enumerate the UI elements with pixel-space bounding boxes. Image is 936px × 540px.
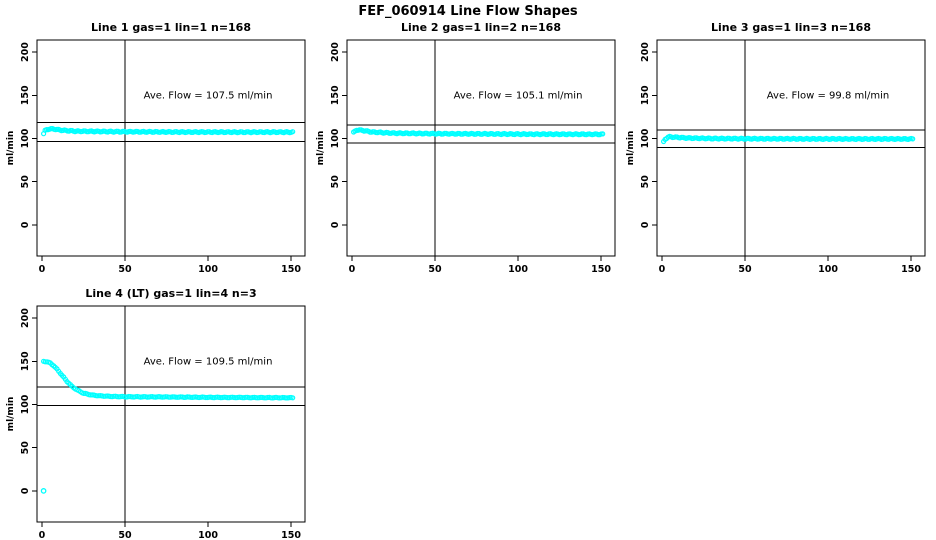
- panel-title: Line 4 (LT) gas=1 lin=4 n=3: [85, 287, 256, 300]
- plot-box: [656, 39, 926, 257]
- y-axis-label: ml/min: [316, 131, 326, 166]
- y-tick-label: 50: [20, 441, 31, 455]
- x-tick-label: 150: [901, 264, 921, 275]
- y-tick-label: 0: [640, 221, 651, 228]
- flow-data-points: [660, 133, 916, 145]
- plot-box: [36, 39, 306, 257]
- y-tick-label: 100: [20, 394, 31, 414]
- panel-title: Line 1 gas=1 lin=1 n=168: [91, 21, 251, 34]
- y-tick-label: 200: [20, 42, 31, 62]
- y-tick-label: 200: [330, 42, 341, 62]
- y-tick-label: 0: [330, 221, 341, 228]
- x-tick-label: 150: [591, 264, 611, 275]
- y-tick-label: 200: [640, 42, 651, 62]
- panel-line1-chart: Line 1 gas=1 lin=1 n=168 Ave. Flow = 107.…: [6, 21, 306, 275]
- flow-data-points: [350, 127, 606, 138]
- plot-box: [36, 305, 306, 523]
- x-tick-label: 0: [39, 264, 46, 275]
- x-tick-label: 100: [198, 530, 218, 540]
- panel-title: Line 3 gas=1 lin=3 n=168: [711, 21, 871, 34]
- figure-title: FEF_060914 Line Flow Shapes: [358, 4, 578, 19]
- y-tick-label: 150: [330, 85, 341, 105]
- panel-line2-chart: Line 2 gas=1 lin=2 n=168 Ave. Flow = 105.…: [316, 21, 616, 275]
- plot-box: [346, 39, 616, 257]
- y-tick-label: 150: [20, 85, 31, 105]
- ave-flow-annotation: Ave. Flow = 99.8 ml/min: [767, 90, 889, 101]
- y-tick-label: 50: [640, 175, 651, 189]
- flow-data-points: [40, 125, 296, 137]
- y-axis-label: ml/min: [6, 131, 16, 166]
- y-tick-label: 50: [330, 175, 341, 189]
- x-tick-label: 150: [281, 530, 301, 540]
- x-tick-label: 50: [428, 264, 442, 275]
- ave-flow-annotation: Ave. Flow = 107.5 ml/min: [144, 90, 273, 101]
- x-tick-label: 100: [818, 264, 838, 275]
- y-tick-label: 100: [640, 128, 651, 148]
- panel-line3-chart: Line 3 gas=1 lin=3 n=168 Ave. Flow = 99.8…: [626, 21, 926, 275]
- panel-title: Line 2 gas=1 lin=2 n=168: [401, 21, 561, 34]
- y-axis-label: ml/min: [6, 397, 16, 432]
- panel-line4-chart: Line 4 (LT) gas=1 lin=4 n=3 Ave. Flow = 1…: [6, 287, 306, 540]
- x-tick-label: 0: [39, 530, 46, 540]
- x-tick-label: 100: [198, 264, 218, 275]
- y-tick-label: 200: [20, 308, 31, 328]
- x-tick-label: 100: [508, 264, 528, 275]
- x-tick-label: 0: [659, 264, 666, 275]
- y-tick-label: 0: [20, 487, 31, 494]
- flow-data-points: [40, 358, 296, 494]
- x-tick-label: 50: [118, 530, 132, 540]
- x-tick-label: 0: [349, 264, 356, 275]
- y-tick-label: 150: [20, 351, 31, 371]
- y-tick-label: 150: [640, 85, 651, 105]
- y-axis-label: ml/min: [626, 131, 636, 166]
- y-tick-label: 100: [20, 128, 31, 148]
- x-tick-label: 50: [118, 264, 132, 275]
- y-tick-label: 0: [20, 221, 31, 228]
- x-tick-label: 50: [738, 264, 752, 275]
- y-tick-label: 100: [330, 128, 341, 148]
- y-tick-label: 50: [20, 175, 31, 189]
- ave-flow-annotation: Ave. Flow = 109.5 ml/min: [144, 356, 273, 367]
- x-tick-label: 150: [281, 264, 301, 275]
- ave-flow-annotation: Ave. Flow = 105.1 ml/min: [454, 90, 583, 101]
